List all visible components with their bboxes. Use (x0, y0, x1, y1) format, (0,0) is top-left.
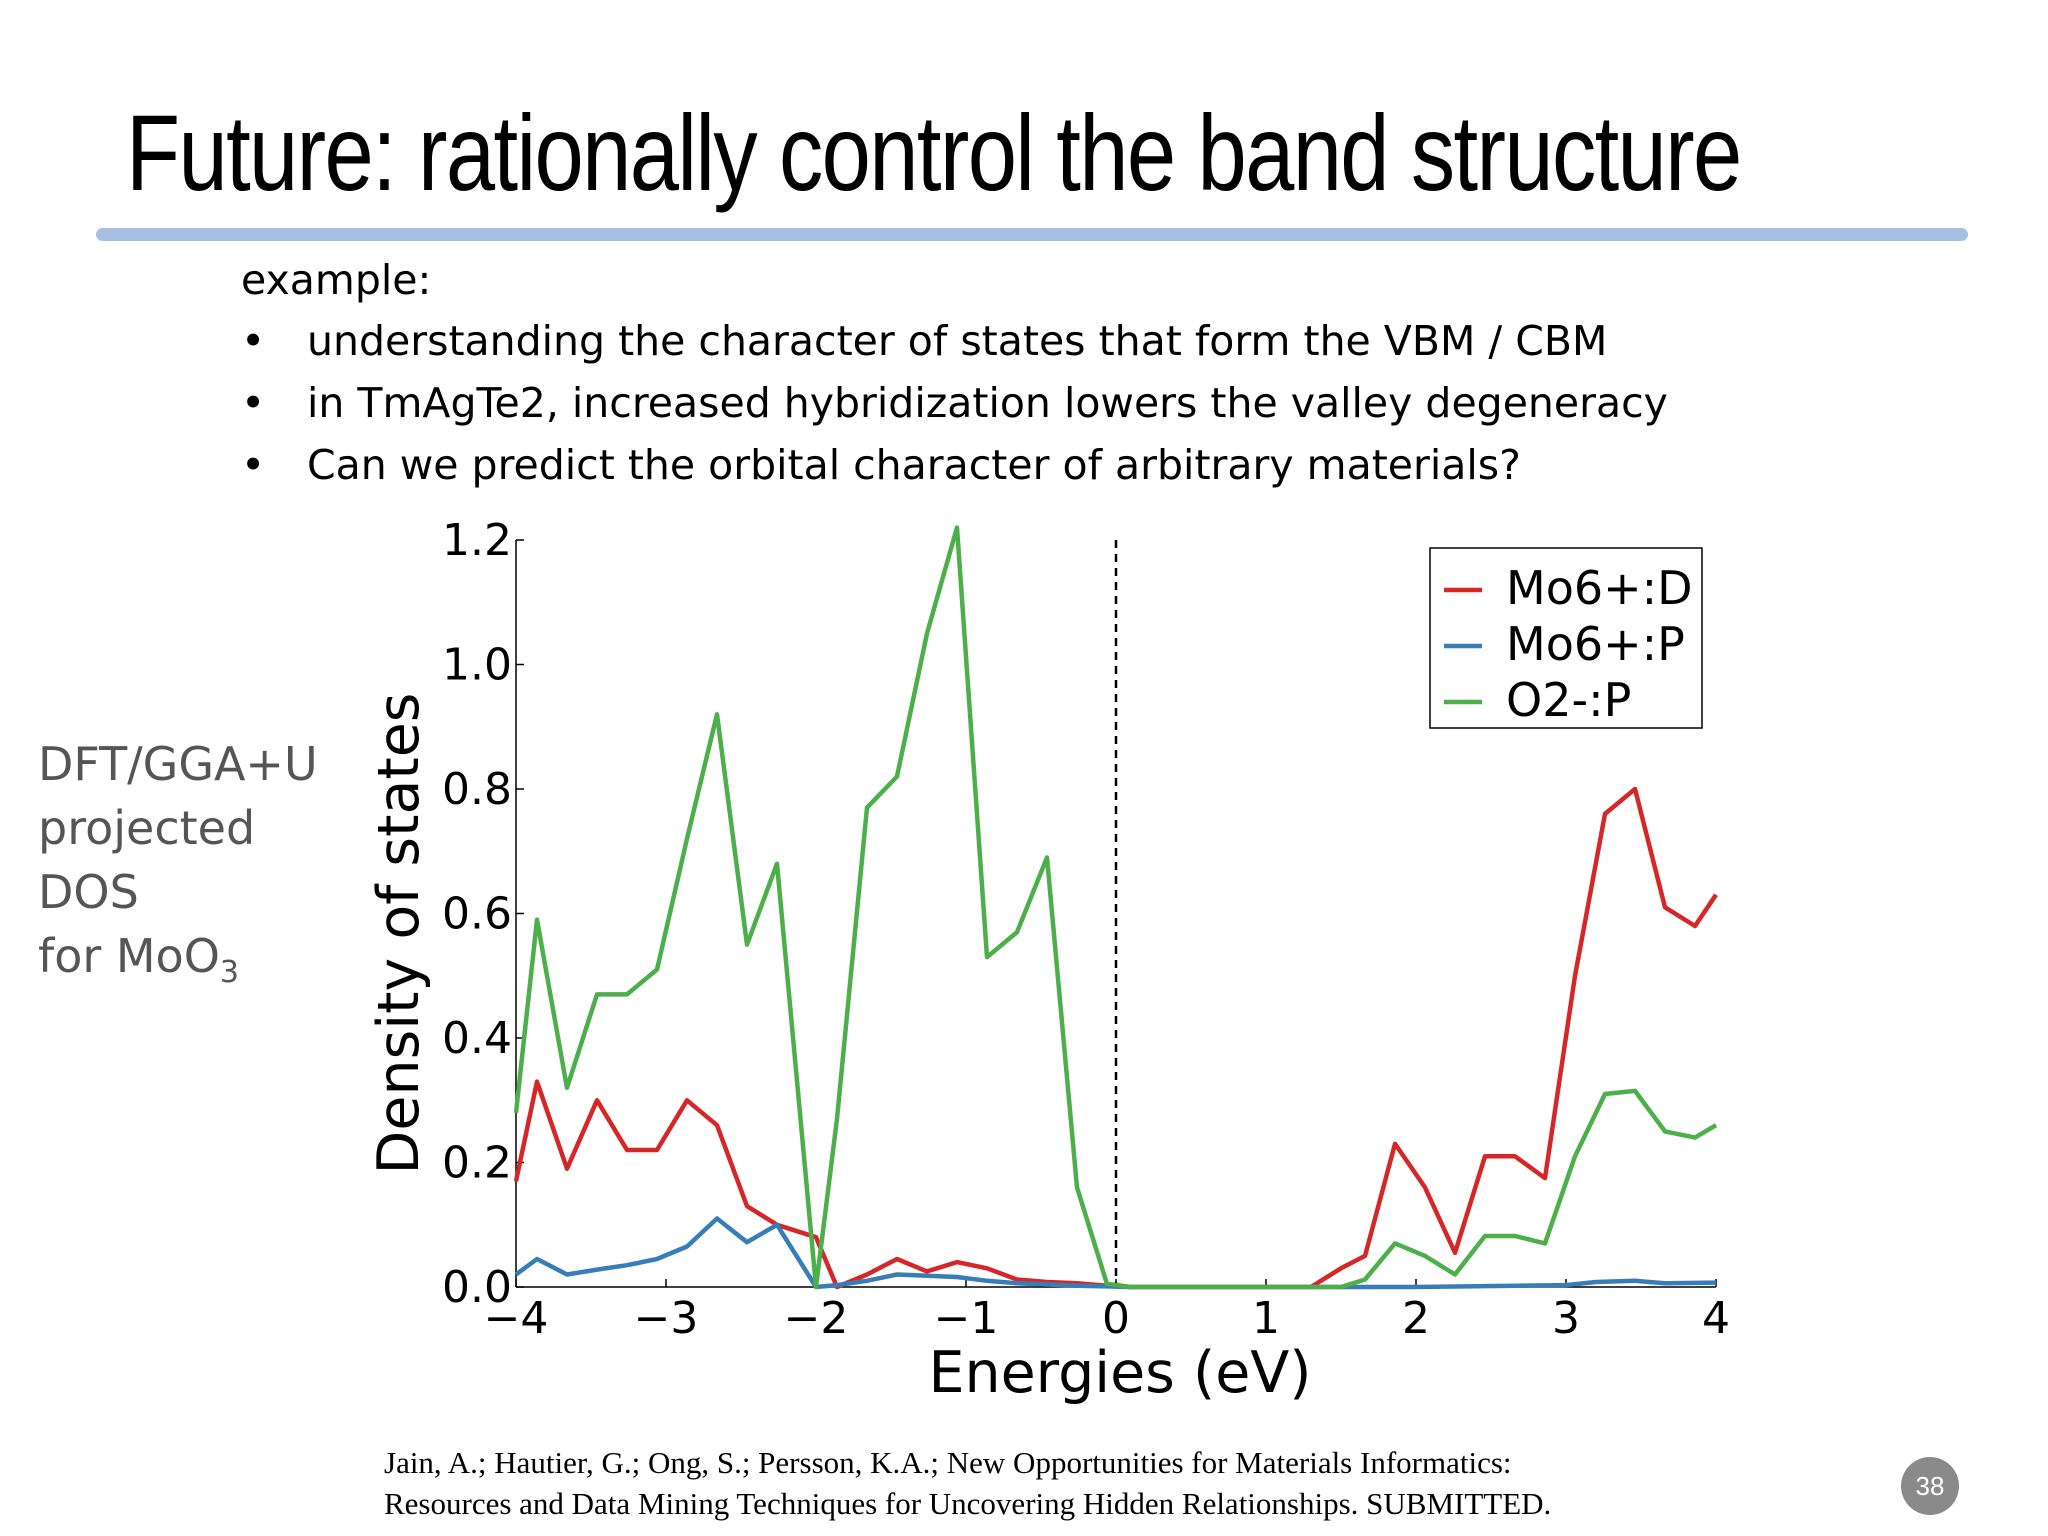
formula-subscript: 3 (219, 955, 240, 990)
bullet-text: Can we predict the orbital character of … (307, 441, 1521, 489)
legend-label: Mo6+:D (1506, 561, 1693, 615)
x-tick-label: −1 (934, 1293, 999, 1344)
x-tick-label: 1 (1252, 1293, 1280, 1344)
compound-formula: for MoO (38, 929, 220, 983)
legend-box (1429, 547, 1703, 729)
y-tick-label: 1.0 (442, 640, 512, 691)
x-tick-label: −3 (634, 1293, 699, 1344)
method-label: DFT/GGA+U projected DOS for MoO3 (38, 732, 318, 1005)
title-divider (96, 228, 1968, 241)
citation-line: Jain, A.; Hautier, G.; Ong, S.; Persson,… (384, 1445, 1512, 1480)
x-tick-label: 3 (1552, 1293, 1580, 1344)
method-label-line: DOS (38, 865, 139, 919)
legend-label: Mo6+:P (1506, 617, 1685, 671)
x-tick-label: 2 (1402, 1293, 1430, 1344)
method-label-line: DFT/GGA+U (38, 737, 318, 791)
bullet-item: • in TmAgTe2, increased hybridization low… (241, 372, 1668, 434)
series-line-o2-p (513, 525, 1718, 1290)
bullet-dot: • (241, 379, 266, 427)
bullet-item: • understanding the character of states t… (241, 310, 1668, 372)
series-line-mo6-d (513, 786, 1718, 1290)
y-axis-label: Density of states (366, 693, 432, 1175)
y-tick-label: 0.0 (442, 1262, 512, 1313)
bullet-text: in TmAgTe2, increased hybridization lowe… (307, 379, 1668, 427)
x-tick-label: −4 (484, 1293, 549, 1344)
y-tick-label: 0.8 (442, 764, 512, 815)
method-label-line: for MoO3 (38, 924, 318, 1005)
bullet-text: understanding the character of states th… (307, 317, 1608, 365)
citation: Jain, A.; Hautier, G.; Ong, S.; Persson,… (384, 1442, 1551, 1524)
y-tick-label: 1.2 (442, 515, 512, 566)
y-tick-label: 0.4 (442, 1013, 512, 1064)
x-tick-label: 0 (1102, 1293, 1130, 1344)
legend-label: O2-:P (1506, 673, 1631, 727)
citation-line: Resources and Data Mining Techniques for… (384, 1486, 1552, 1521)
y-tick-label: 0.6 (442, 889, 512, 940)
bullet-item: • Can we predict the orbital character of… (241, 434, 1668, 496)
page-number-badge: 38 (1901, 1457, 1959, 1515)
bullet-dot: • (241, 317, 266, 365)
x-axis-label: Energies (eV) (928, 1340, 1311, 1406)
x-tick-label: −2 (784, 1293, 849, 1344)
bullet-list: • understanding the character of states t… (241, 310, 1668, 496)
x-tick-label: 4 (1702, 1293, 1730, 1344)
bullet-dot: • (241, 441, 266, 489)
intro-text: example: (241, 256, 432, 304)
y-tick-label: 0.2 (442, 1138, 512, 1189)
series-line-mo6-p (514, 1216, 1717, 1290)
method-label-line: projected (38, 801, 256, 855)
slide-title: Future: rationally control the band stru… (126, 92, 1742, 213)
